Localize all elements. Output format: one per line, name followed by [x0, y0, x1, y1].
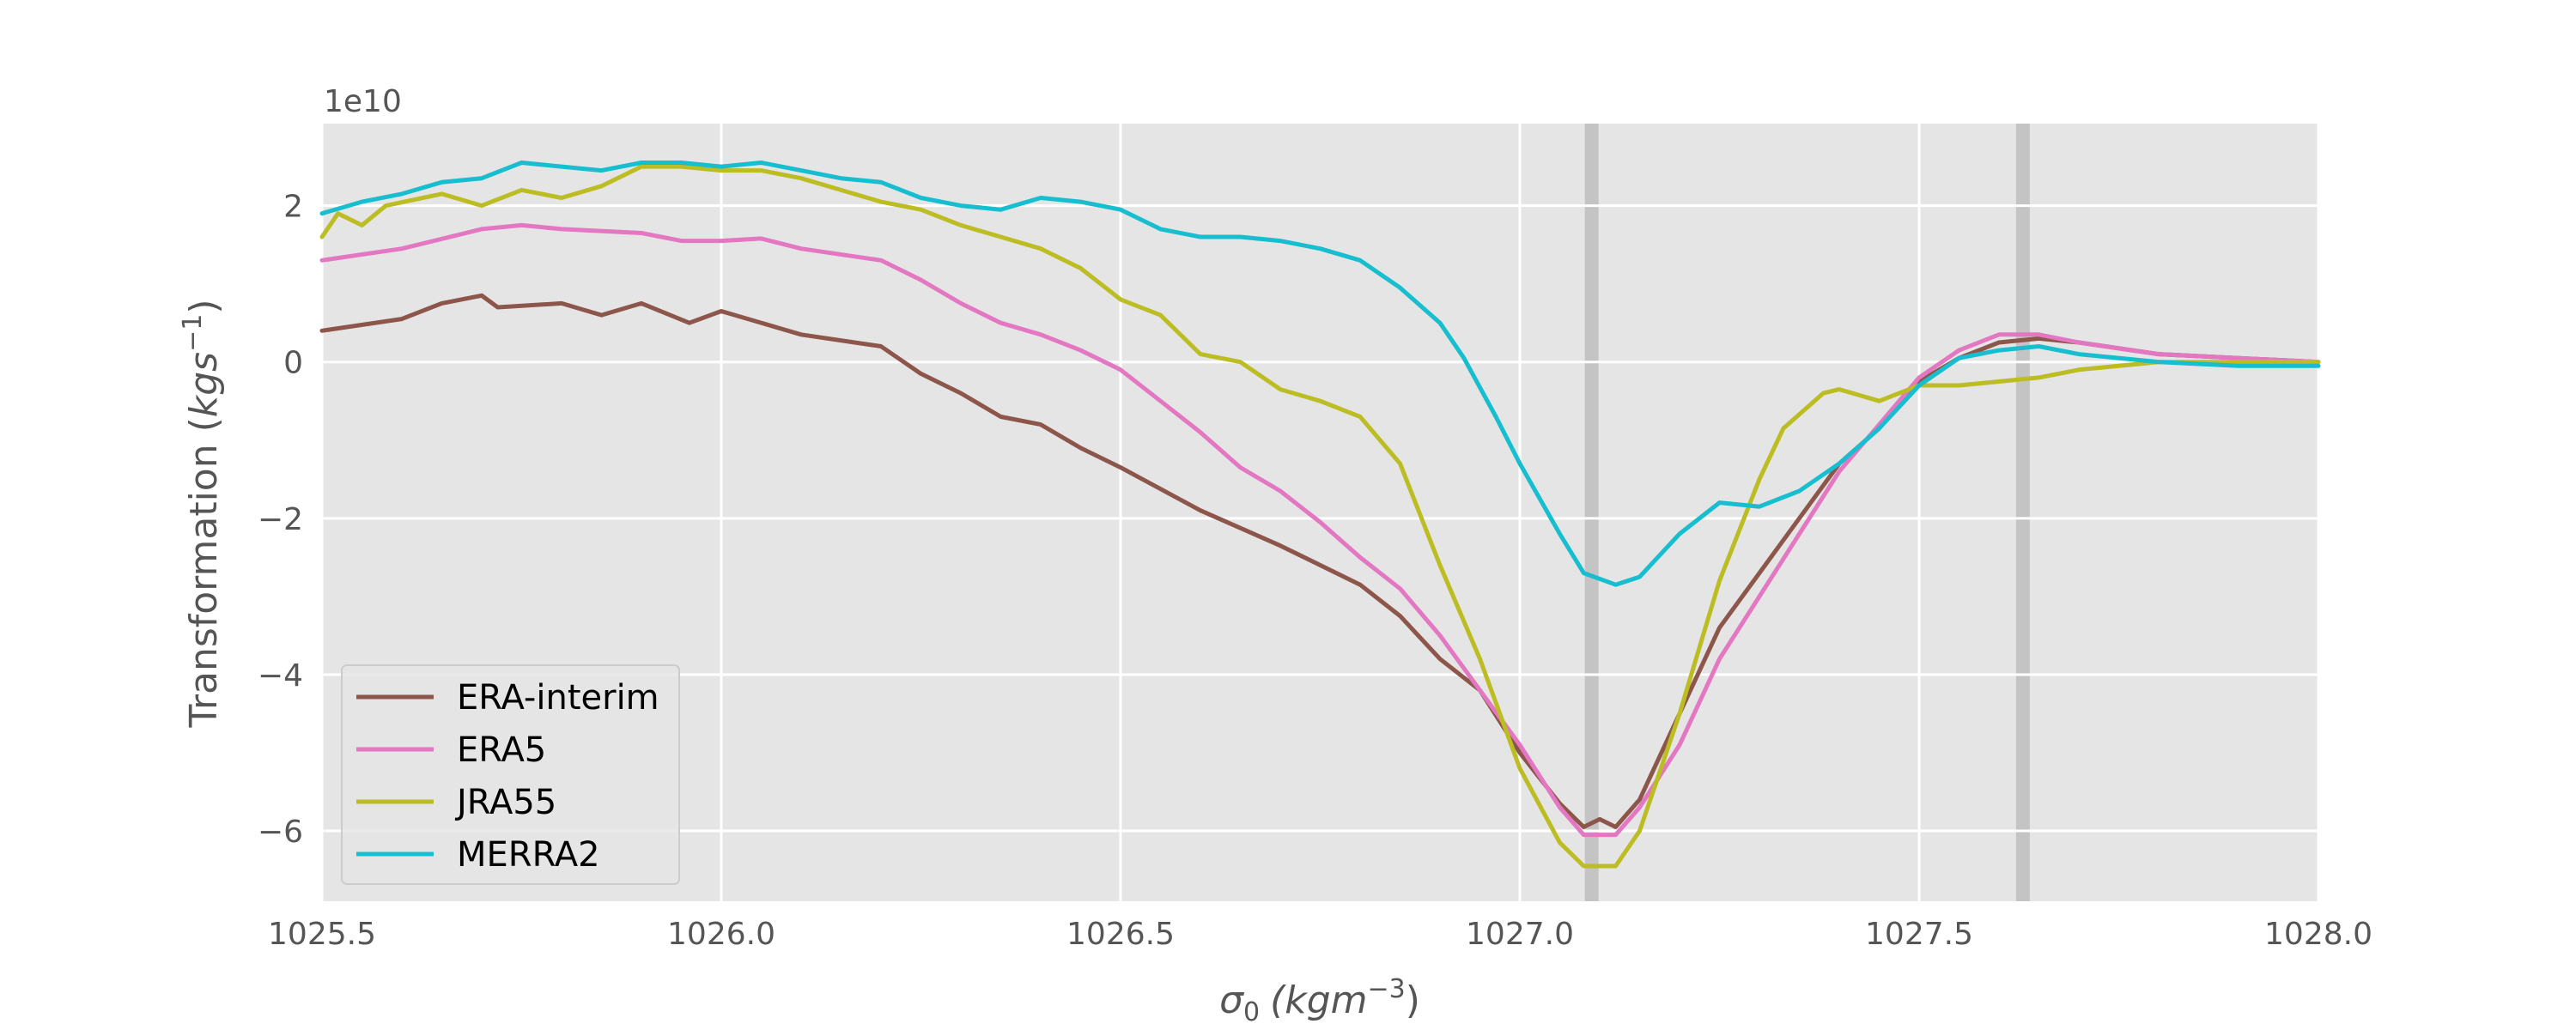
- series-line-merra2: [319, 161, 2321, 587]
- series-line-jra55: [319, 164, 2321, 869]
- vertical-band-1: [2015, 124, 2030, 901]
- x-tick-labels: 1025.5 1026.0 1026.5 1027.0 1027.5 1028.0: [268, 917, 2372, 952]
- legend-entries: ERA-interim ERA5 JRA55 MERRA2: [356, 678, 659, 875]
- x-axis-subscript: 0: [1243, 997, 1260, 1027]
- y-tick-label-2: −2: [258, 502, 303, 537]
- x-axis-exponent: −3: [1368, 974, 1406, 1004]
- y-axis-close: ): [182, 299, 226, 313]
- y-axis-title: Transformation (kgs−1): [178, 299, 226, 728]
- y-axis-unit: kgs: [182, 352, 226, 417]
- x-axis-close: ): [1406, 978, 1420, 1022]
- y-tick-labels: 2 0 −2 −4 −6: [258, 190, 303, 850]
- vertical-band-0: [1584, 124, 1599, 901]
- y-multiplier-label: 1e10: [324, 84, 402, 119]
- x-tick-label-2: 1026.5: [1066, 917, 1175, 952]
- x-tick-label-1: 1026.0: [667, 917, 775, 952]
- series-lines: [319, 161, 2321, 869]
- y-tick-label-3: −4: [258, 658, 303, 694]
- x-tick-label-3: 1027.0: [1466, 917, 1574, 952]
- y-tick-label-0: 2: [283, 190, 303, 225]
- series-line-era5: [319, 222, 2321, 838]
- y-axis-exponent: −1: [178, 314, 208, 352]
- legend: ERA-interim ERA5 JRA55 MERRA2: [341, 664, 680, 885]
- legend-label-merra2: MERRA2: [457, 835, 600, 875]
- x-axis-symbol: σ: [1219, 978, 1244, 1022]
- x-tick-label-5: 1028.0: [2264, 917, 2372, 952]
- x-tick-label-4: 1027.5: [1865, 917, 1973, 952]
- vertical-bands: [1584, 124, 2030, 901]
- legend-label-era-interim: ERA-interim: [457, 678, 659, 718]
- legend-label-era5: ERA5: [457, 730, 546, 770]
- y-axis-text: Transformation (: [182, 417, 226, 728]
- legend-box: [341, 664, 680, 885]
- x-tick-label-0: 1025.5: [268, 917, 376, 952]
- legend-label-jra55: JRA55: [454, 783, 556, 822]
- y-tick-label-4: −6: [258, 815, 303, 850]
- x-axis-unit: (kgm: [1270, 978, 1367, 1022]
- y-tick-label-1: 0: [283, 346, 303, 381]
- x-axis-title: σ0 (kgm−3): [1219, 974, 1420, 1027]
